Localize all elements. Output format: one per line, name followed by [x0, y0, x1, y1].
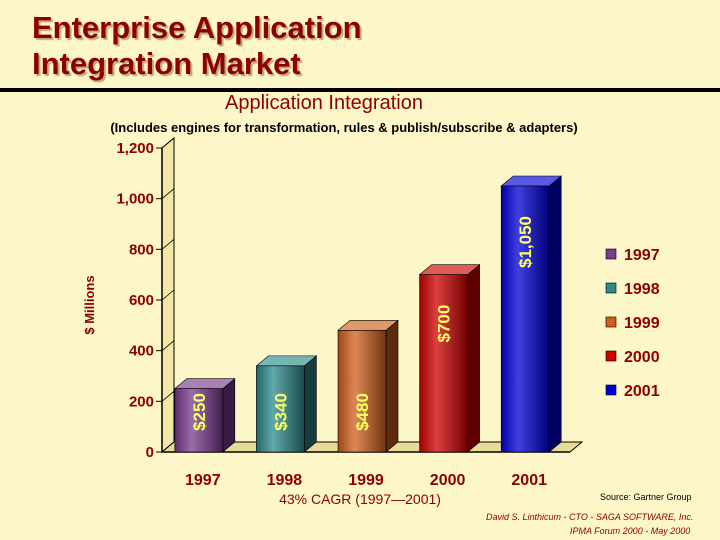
y-tick-depth: [161, 391, 175, 402]
legend-swatch: [605, 248, 617, 260]
legend-label: 1998: [624, 281, 660, 298]
y-tick-label: 400: [129, 343, 154, 360]
y-tick-label: 1,000: [116, 191, 154, 208]
y-axis-title: $ Millions: [82, 275, 97, 334]
bar-1998: [256, 365, 305, 453]
source-note: Source: Gartner Group: [600, 492, 692, 502]
page-title: Enterprise Application Integration Marke…: [32, 10, 362, 82]
bar-1999: [337, 330, 387, 453]
x-tick-label: 1998: [267, 472, 303, 489]
y-tick-label: 0: [146, 444, 154, 461]
data-label: $480: [353, 393, 372, 431]
legend-swatch: [605, 282, 617, 294]
y-tick-label: 1,200: [116, 140, 154, 157]
bar-side: [385, 319, 399, 453]
cagr-annotation: 43% CAGR (1997—2001): [279, 491, 441, 507]
bar-1997: [174, 388, 224, 453]
bar-side: [222, 378, 236, 453]
x-tick-label: 2001: [511, 472, 547, 489]
y-tick-label: 800: [129, 241, 154, 258]
event-credit: IPMA Forum 2000 - May 2000: [570, 526, 691, 536]
y-tick-depth: [161, 239, 175, 250]
page-title-line2: Integration Market: [32, 46, 301, 81]
bar-2001: [500, 185, 550, 453]
legend-swatch: [605, 350, 617, 362]
title-divider: [0, 88, 720, 92]
y-tick-depth: [161, 289, 175, 301]
chart-subtitle: (Includes engines for transformation, ru…: [110, 120, 578, 135]
bar-side: [467, 264, 480, 453]
y-tick-depth: [161, 137, 175, 149]
chart-title: Application Integration: [225, 92, 423, 114]
bar-side: [548, 175, 562, 453]
x-tick-label: 2000: [430, 472, 466, 489]
legend-swatch: [605, 384, 617, 396]
legend-label: 2001: [624, 383, 660, 400]
bar-side: [304, 355, 317, 453]
data-label: $340: [271, 393, 290, 431]
x-tick-label: 1999: [348, 472, 384, 489]
y-tick-depth: [161, 340, 175, 351]
data-label: $250: [190, 393, 209, 431]
legend-label: 2000: [624, 349, 660, 366]
legend-label: 1999: [624, 315, 660, 332]
y-tick-label: 200: [129, 393, 154, 410]
legend-swatch: [605, 316, 617, 328]
page-title-line1: Enterprise Application: [32, 10, 362, 45]
x-tick-label: 1997: [185, 472, 221, 489]
legend-label: 1997: [624, 247, 660, 264]
y-tick-depth: [161, 188, 175, 199]
y-tick-label: 600: [129, 292, 154, 309]
data-label: $1,050: [516, 216, 535, 268]
data-label: $700: [435, 305, 454, 343]
bar-2000: [419, 274, 468, 453]
author-credit: David S. Linthicum - CTO - SAGA SOFTWARE…: [486, 512, 694, 522]
y-tick-depth: [161, 441, 175, 453]
